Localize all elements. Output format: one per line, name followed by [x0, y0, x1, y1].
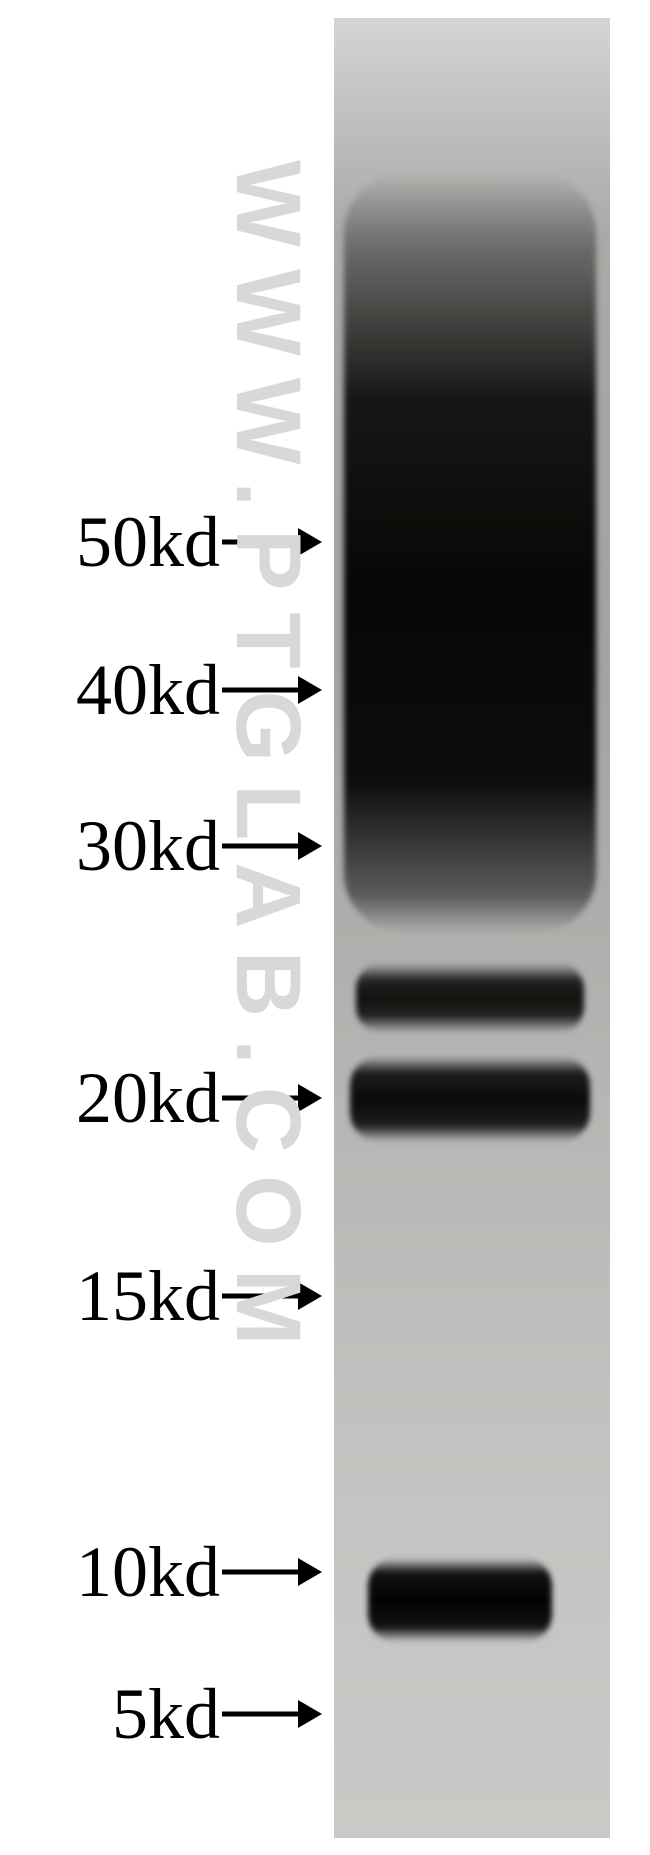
mw-marker-label: 50kd — [0, 501, 220, 584]
blot-band — [344, 173, 596, 933]
watermark-text: WWW.PTGLAB.COM — [215, 160, 320, 1367]
arrow-right-icon — [222, 1558, 322, 1586]
blot-lane — [334, 18, 610, 1838]
arrow-right-icon — [222, 1084, 322, 1112]
mw-marker: 50kd — [0, 500, 322, 584]
mw-marker-label: 30kd — [0, 805, 220, 888]
mw-marker: 5kd — [0, 1672, 322, 1756]
mw-marker: 30kd — [0, 804, 322, 888]
mw-marker-label: 40kd — [0, 649, 220, 732]
mw-marker-label: 10kd — [0, 1531, 220, 1614]
mw-marker-label: 20kd — [0, 1057, 220, 1140]
mw-marker-label: 5kd — [0, 1673, 220, 1756]
blot-band — [350, 1056, 590, 1142]
mw-marker: 10kd — [0, 1530, 322, 1614]
mw-marker: 15kd — [0, 1254, 322, 1338]
blot-band — [356, 963, 584, 1033]
arrow-right-icon — [222, 676, 322, 704]
arrow-right-icon — [222, 1282, 322, 1310]
mw-marker-label: 15kd — [0, 1255, 220, 1338]
arrow-right-icon — [222, 832, 322, 860]
blot-figure: 50kd 40kd 30kd 20kd 15kd 10kd 5kd WWW.PTGLAB.C… — [0, 0, 650, 1855]
blot-band — [368, 1558, 552, 1642]
mw-marker: 20kd — [0, 1056, 322, 1140]
arrow-right-icon — [222, 528, 322, 556]
mw-marker: 40kd — [0, 648, 322, 732]
arrow-right-icon — [222, 1700, 322, 1728]
